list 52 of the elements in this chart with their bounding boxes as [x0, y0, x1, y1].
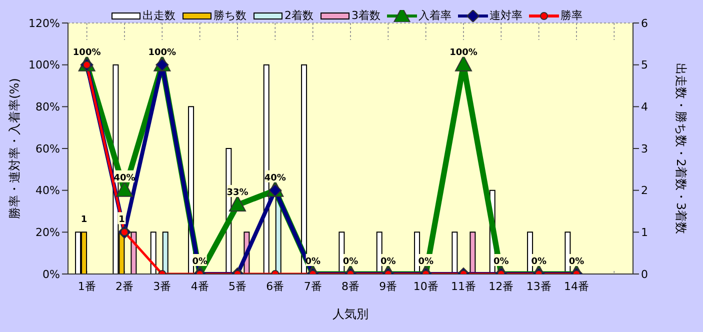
x-tick-label: 9番: [379, 280, 398, 293]
legend-label: 3着数: [350, 8, 380, 23]
y2-tick-label: 4: [641, 100, 648, 114]
data-label: 0%: [531, 257, 546, 267]
x-tick-label: 1番: [78, 280, 96, 293]
data-label: 100%: [72, 48, 101, 58]
y2-tick-label: 5: [641, 58, 648, 72]
y2-tick-label: 6: [641, 16, 648, 30]
y-tick-label: 40%: [36, 184, 60, 198]
data-label: 40%: [264, 173, 286, 184]
x-tick-label: 14番: [564, 280, 589, 293]
data-label: 40%: [114, 173, 136, 184]
x-tick-label: 11番: [451, 280, 476, 293]
data-label: 33%: [226, 188, 248, 198]
x-tick-label: 12番: [488, 280, 514, 293]
y2-tick-label: 0: [641, 268, 648, 281]
y-tick-label: 20%: [36, 226, 60, 240]
x-tick-label: 13番: [526, 280, 552, 293]
legend-label: 2着数: [284, 8, 314, 23]
legend-label: 出走数: [142, 8, 176, 23]
legend-label: 連対率: [488, 8, 522, 23]
y-tick-label: 0%: [42, 268, 60, 281]
y-tick-label: 100%: [28, 58, 60, 72]
x-tick-label: 2番: [116, 280, 134, 293]
data-label: 0%: [342, 257, 358, 267]
data-label: 0%: [568, 257, 584, 267]
y2-axis-title: 出走数・勝ち数・2着数・3着数: [674, 62, 688, 234]
x-tick-label: 4番: [190, 280, 209, 293]
data-label: 0%: [494, 257, 509, 267]
y2-tick-label: 1: [641, 226, 648, 240]
x-tick-label: 10番: [413, 280, 438, 293]
legend-label: 勝率: [560, 8, 582, 23]
x-tick-label: 8番: [342, 280, 360, 293]
y-tick-label: 120%: [28, 16, 60, 30]
x-axis-title: 人気別: [332, 307, 368, 321]
y-tick-label: 80%: [36, 100, 60, 114]
x-tick-label: 7番: [304, 280, 322, 293]
y2-tick-label: 3: [641, 142, 648, 156]
x-tick-label: 6番: [266, 280, 284, 293]
data-label: 0%: [418, 257, 434, 267]
data-label: 1: [80, 215, 88, 226]
legend-label: 入着率: [418, 8, 452, 23]
y-tick-label: 60%: [36, 142, 60, 156]
y2-tick-label: 2: [641, 184, 648, 198]
data-label: 100%: [148, 48, 176, 58]
data-label: 0%: [380, 257, 396, 267]
x-tick-label: 3番: [153, 280, 172, 293]
data-label: 1: [118, 215, 125, 226]
x-tick-label: 5番: [228, 280, 246, 293]
legend-label: 勝ち数: [212, 8, 246, 23]
data-label: 100%: [450, 48, 478, 58]
y-axis-title: 勝率・連対率・入着率(%): [7, 78, 22, 219]
